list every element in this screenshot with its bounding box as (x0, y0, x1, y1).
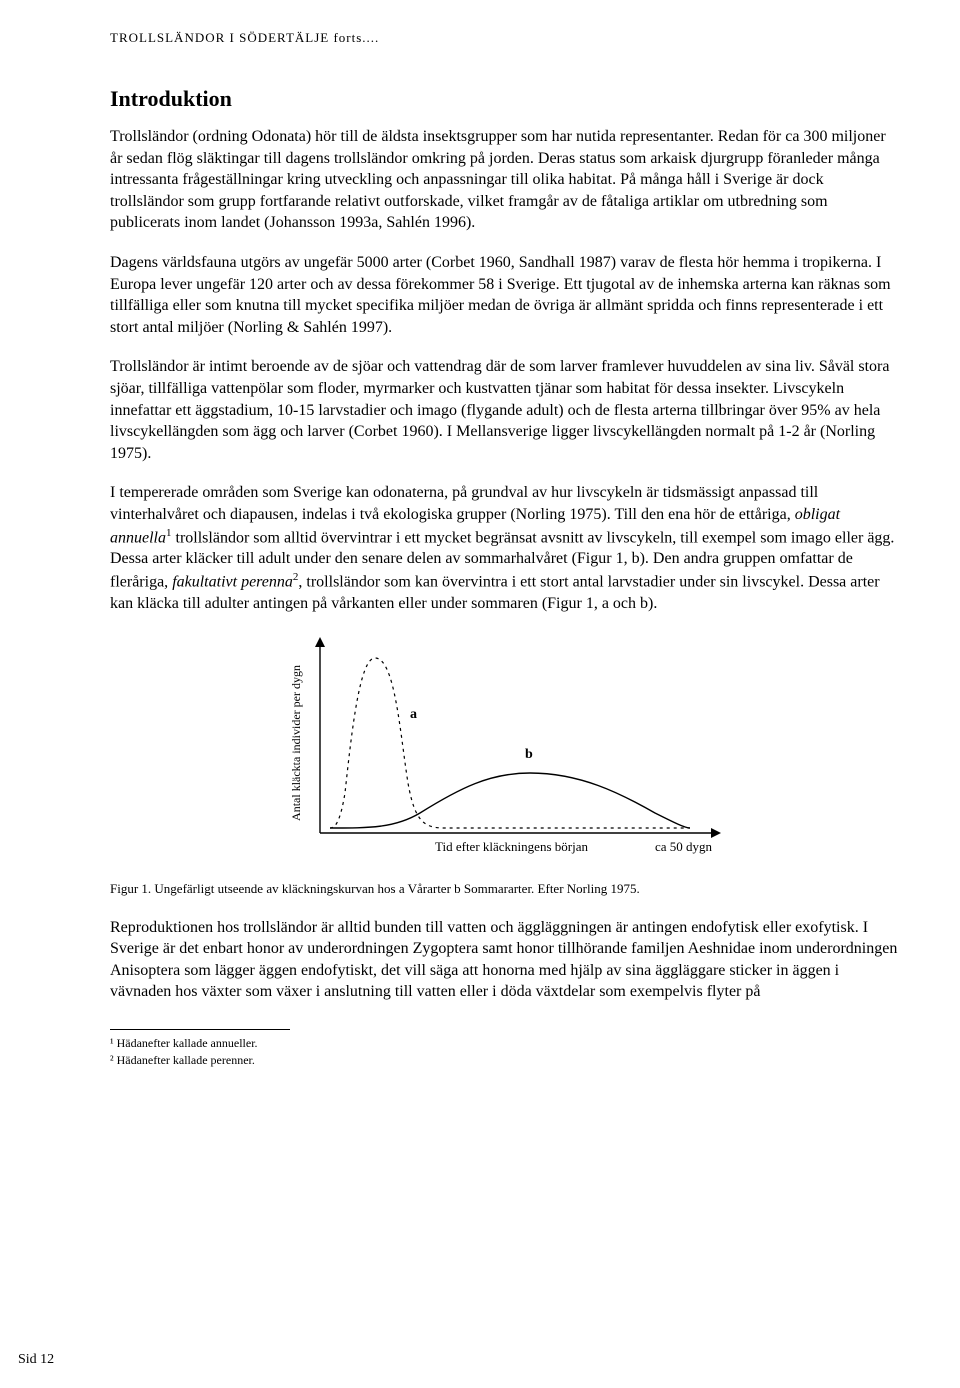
footnote-1: ¹ Hädanefter kallade annueller. (110, 1036, 900, 1051)
x-axis-label: Tid efter kläckningens början (435, 839, 588, 854)
paragraph-4: I tempererade områden som Sverige kan od… (110, 482, 900, 614)
y-axis-arrow-icon (315, 637, 325, 647)
page: TROLLSLÄNDOR I SÖDERTÄLJE forts.... Intr… (0, 0, 960, 1388)
figure-1-caption: Figur 1. Ungefärligt utseende av kläckni… (110, 881, 900, 897)
running-header: TROLLSLÄNDOR I SÖDERTÄLJE forts.... (110, 30, 900, 46)
paragraph-2: Dagens världsfauna utgörs av ungefär 500… (110, 252, 900, 338)
p4-italic-2: fakultativt perenna (172, 573, 293, 590)
paragraph-5: Reproduktionen hos trollsländor är allti… (110, 917, 900, 1003)
x-axis-end-label: ca 50 dygn (655, 839, 713, 854)
paragraph-1: Trollsländor (ordning Odonata) hör till … (110, 126, 900, 234)
section-title: Introduktion (110, 86, 900, 112)
footnote-rule (110, 1029, 290, 1030)
x-axis-arrow-icon (711, 828, 721, 838)
page-number: Sid 12 (18, 1352, 54, 1368)
y-axis-label: Antal kläckta individer per dygn (289, 665, 303, 821)
curve-b-label: b (525, 747, 533, 762)
p4-pre: I tempererade områden som Sverige kan od… (110, 484, 818, 523)
figure-1-svg: a b Antal kläckta individer per dygn Tid… (260, 633, 750, 863)
footnote-2: ² Hädanefter kallade perenner. (110, 1053, 900, 1068)
paragraph-3: Trollsländor är intimt beroende av de sj… (110, 356, 900, 464)
figure-1: a b Antal kläckta individer per dygn Tid… (260, 633, 750, 863)
curve-a-label: a (410, 707, 417, 722)
curve-b (330, 773, 690, 828)
